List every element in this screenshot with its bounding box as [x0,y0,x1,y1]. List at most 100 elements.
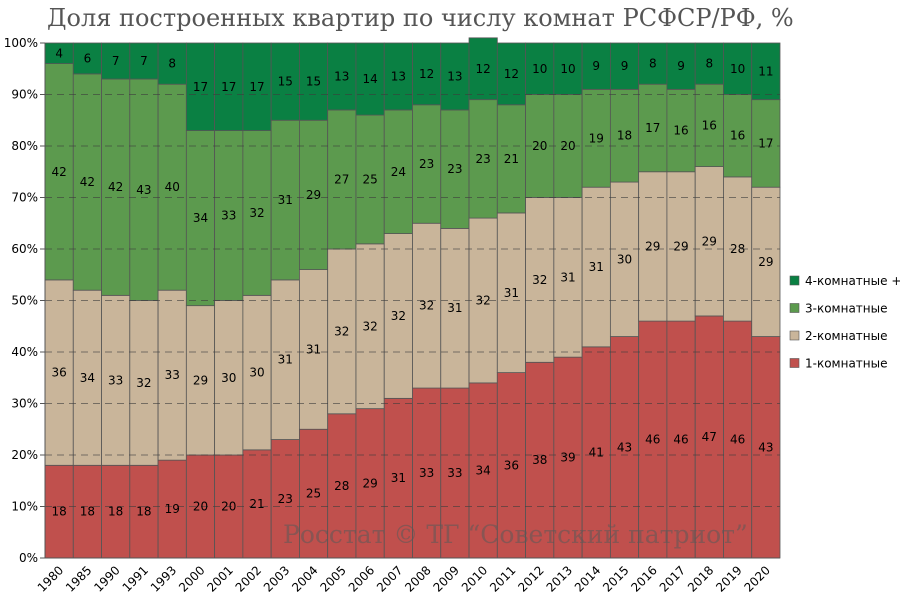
y-tick-label: 50% [11,294,38,308]
bar-segment-2010-s3 [468,99,498,219]
x-tick-label: 2016 [628,563,659,594]
data-label: 16 [673,124,688,138]
bar-segment-2019-s1 [723,320,753,559]
bar-segment-2000-s2 [185,305,216,456]
x-tick-label: 1991 [120,563,151,594]
data-label: 38 [532,453,547,467]
data-label: 20 [532,139,547,153]
data-label: 47 [702,430,717,444]
data-label: 32 [476,294,491,308]
bar-segment-1985-s3 [72,73,102,291]
data-label: 23 [447,162,462,176]
data-label: 4 [55,46,63,60]
data-label: 28 [730,242,745,256]
data-label: 43 [136,183,151,197]
x-tick-label: 1980 [35,563,66,594]
data-label: 42 [80,175,95,189]
data-label: 23 [419,157,434,171]
bar-segment-1980-s1 [44,464,74,559]
legend-swatch [789,330,800,341]
bar-segment-2014-s4 [581,42,611,90]
data-label: 33 [108,373,123,387]
x-tick-label: 2001 [204,563,235,594]
data-label: 20 [560,139,575,153]
x-tick-label: 1990 [91,563,122,594]
x-tick-label: 2019 [713,563,744,594]
data-label: 40 [165,180,180,194]
data-label: 12 [419,67,434,81]
data-label: 10 [730,62,745,76]
data-label: 29 [362,476,377,490]
data-label: 32 [136,376,151,390]
x-tick-label: 2004 [289,563,320,594]
legend-swatch [789,275,800,286]
data-label: 18 [80,505,95,519]
bar-segment-2002-s4 [242,42,272,131]
bar-segment-2020-s3 [751,99,781,188]
data-label: 36 [51,366,66,380]
data-label: 13 [334,69,349,83]
data-label: 19 [165,502,180,516]
y-tick-label: 40% [11,345,38,359]
data-label: 32 [334,324,349,338]
legend-label: 3-комнатные [805,302,888,316]
x-tick-label: 2020 [741,563,772,594]
data-label: 27 [334,172,349,186]
y-tick-label: 30% [11,397,38,411]
y-tick-label: 60% [11,242,38,256]
bar-segment-2013-s2 [553,197,583,358]
bar-segment-2020-s2 [751,186,781,337]
data-label: 18 [51,505,66,519]
bar-segment-2012-s4 [525,42,555,95]
bar-segment-2004-s3 [299,119,329,271]
data-label: 13 [447,69,462,83]
bar-segment-2007-s2 [383,233,413,399]
bar-segment-2020-s4 [751,42,781,101]
x-tick-label: 2018 [685,563,716,594]
data-label: 29 [673,239,688,253]
data-label: 7 [112,54,120,68]
bar-segment-1991-s2 [129,300,159,466]
bar-segment-2002-s3 [242,130,272,296]
data-label: 12 [476,62,491,76]
x-tick-label: 2006 [346,563,377,594]
bar-segment-2002-s2 [242,294,272,451]
bar-segment-1990-s1 [101,464,131,559]
data-label: 10 [560,62,575,76]
data-label: 8 [168,57,176,71]
bar-segment-2007-s4 [383,42,413,111]
bar-segment-2001-s3 [214,130,244,301]
bar-segment-2018-s2 [694,166,724,317]
x-tick-label: 2003 [261,563,292,594]
data-label: 8 [649,57,657,71]
data-label: 46 [730,433,745,447]
data-label: 29 [193,373,208,387]
data-label: 18 [617,129,632,143]
data-label: 25 [306,487,321,501]
data-label: 17 [758,136,773,150]
data-label: 46 [673,433,688,447]
data-label: 15 [278,75,293,89]
data-label: 33 [165,368,180,382]
data-label: 18 [108,505,123,519]
data-label: 16 [702,118,717,132]
data-label: 42 [51,165,66,179]
bar-segment-2011-s3 [496,104,526,214]
data-label: 18 [136,505,151,519]
bar-segment-2011-s2 [496,212,526,373]
x-tick-label: 1993 [148,563,179,594]
data-label: 32 [249,206,264,220]
legend-label: 1-комнатные [805,357,888,371]
x-tick-label: 2005 [317,563,348,594]
x-tick-label: 2009 [431,563,462,594]
grid-layer [45,94,780,507]
x-tick-label: 1985 [63,563,94,594]
data-label: 41 [589,445,604,459]
data-label: 34 [476,463,491,477]
bar-segment-1980-s3 [44,63,74,281]
bar-segment-2015-s3 [609,88,640,183]
bar-segment-2008-s2 [412,222,442,389]
bar-segment-2009-s3 [440,109,470,229]
data-label: 29 [758,255,773,269]
bar-segment-2004-s2 [299,269,329,430]
